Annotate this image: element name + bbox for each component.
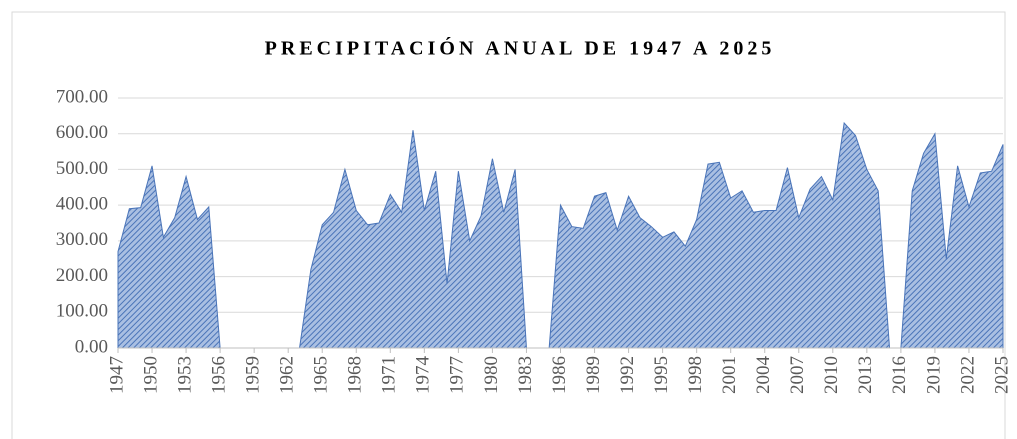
x-tick-label: 1962	[277, 356, 298, 394]
y-tick-label: 300.00	[56, 229, 108, 250]
y-tick-label: 200.00	[56, 265, 108, 286]
chart-title: PRECIPITACIÓN ANUAL DE 1947 A 2025	[265, 36, 776, 60]
x-tick-label: 1977	[447, 356, 468, 394]
area	[117, 121, 1004, 349]
x-tick-label: 2004	[753, 356, 774, 395]
x-tick-label: 2025	[991, 356, 1012, 394]
x-tick-label: 1995	[651, 356, 672, 394]
y-tick-label: 700.00	[56, 86, 108, 107]
y-tick-label: 400.00	[56, 194, 108, 215]
x-tick-label: 2010	[821, 356, 842, 394]
x-tick-label: 1980	[481, 356, 502, 394]
y-tick-label: 600.00	[56, 122, 108, 143]
x-tick-label: 1974	[413, 356, 434, 395]
x-tick-label: 2019	[923, 356, 944, 394]
x-tick-label: 1947	[106, 356, 127, 394]
x-tick-label: 1998	[685, 356, 706, 394]
x-tick-label: 1983	[515, 356, 536, 394]
x-tick-label: 2016	[889, 356, 910, 394]
x-tick-label: 1956	[208, 356, 229, 394]
chart-frame	[11, 11, 1006, 439]
y-tick-label: 500.00	[56, 158, 108, 179]
x-tick-label: 1965	[311, 356, 332, 394]
x-tick-label: 1953	[174, 356, 195, 394]
x-tick-label: 1971	[379, 356, 400, 394]
x-tick-label: 2007	[787, 356, 808, 394]
x-tick-label: 2001	[719, 356, 740, 394]
x-tick-label: 1959	[243, 356, 264, 394]
x-tick-label: 2022	[957, 356, 978, 394]
y-tick-label: 100.00	[56, 301, 108, 322]
x-tick-label: 1989	[583, 356, 604, 394]
x-tick-label: 1968	[345, 356, 366, 394]
y-tick-label: 0.00	[75, 336, 108, 357]
x-tick-label: 1950	[140, 356, 161, 394]
x-tick-label: 1992	[617, 356, 638, 394]
x-tick-label: 2013	[855, 356, 876, 394]
x-tick-label: 1986	[549, 356, 570, 394]
